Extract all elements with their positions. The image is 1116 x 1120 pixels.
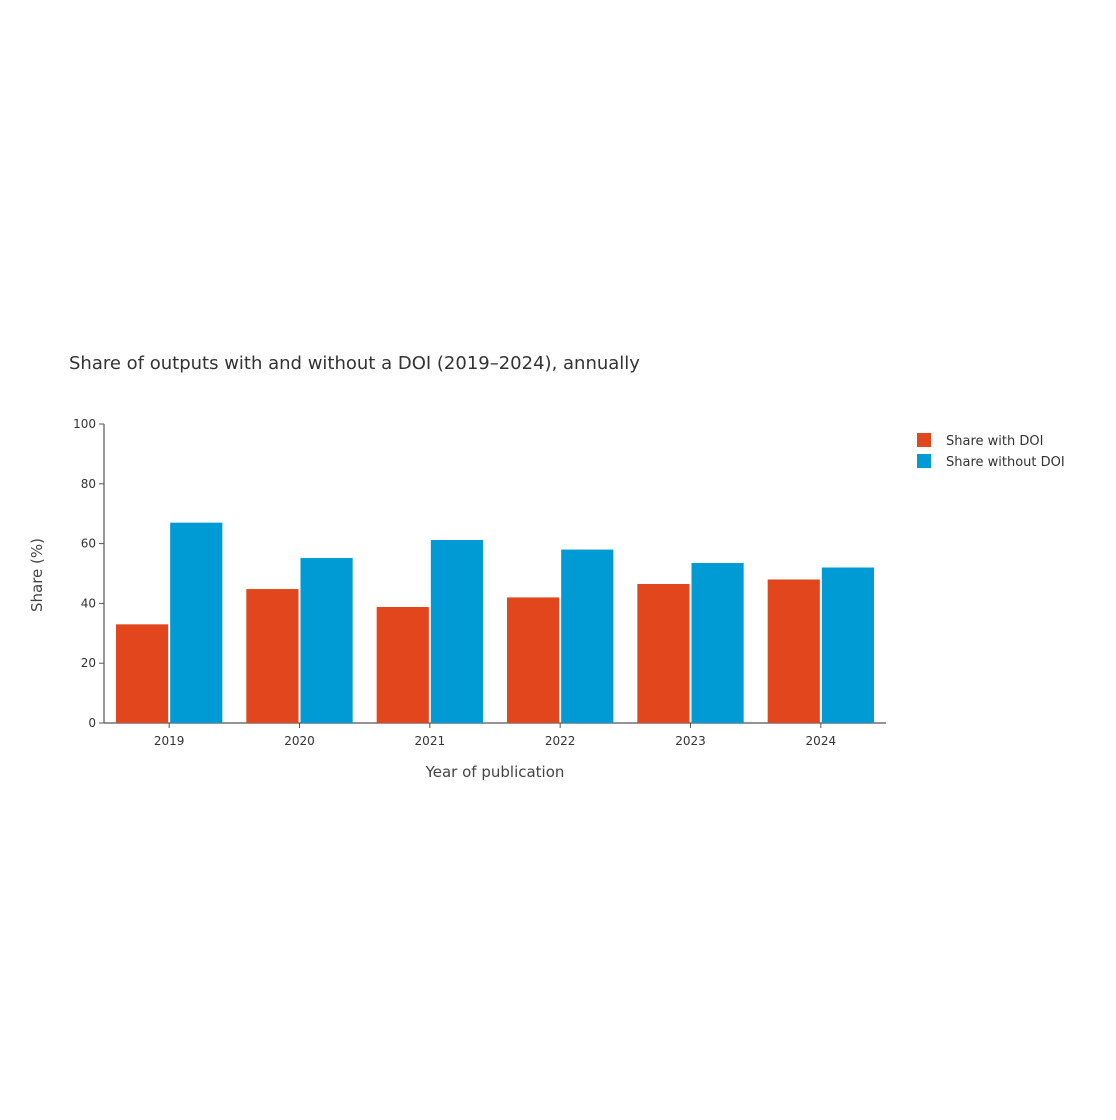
bar-without-doi-2022 — [561, 550, 613, 723]
x-axis-title: Year of publication — [425, 763, 565, 781]
legend-swatch — [917, 433, 931, 447]
legend-label: Share without DOI — [946, 455, 1065, 470]
y-tick-label: 80 — [81, 477, 96, 491]
legend: Share with DOI Share without DOI — [917, 433, 1065, 470]
bar-without-doi-2021 — [431, 540, 483, 723]
x-tick-label: 2019 — [154, 734, 185, 748]
plot-area: 0 20 40 60 80 100 2019 2020 2021 2022 2023 2024 — [73, 417, 886, 748]
bar-with-doi-2019 — [116, 624, 168, 723]
bar-with-doi-2022 — [507, 597, 559, 723]
bar-with-doi-2020 — [246, 589, 298, 723]
bar-with-doi-2023 — [637, 584, 689, 723]
bar-without-doi-2019 — [170, 523, 222, 723]
x-tick-label: 2024 — [806, 734, 837, 748]
bar-with-doi-2021 — [377, 607, 429, 723]
y-tick-label: 20 — [81, 656, 96, 670]
bar-without-doi-2020 — [301, 558, 353, 723]
bar-with-doi-2024 — [768, 579, 820, 723]
y-tick-label: 60 — [81, 537, 96, 551]
bar-without-doi-2023 — [692, 563, 744, 723]
legend-swatch — [917, 454, 931, 468]
x-tick-label: 2020 — [284, 734, 315, 748]
x-tick-label: 2023 — [675, 734, 706, 748]
bar-without-doi-2024 — [822, 568, 874, 723]
x-tick-label: 2022 — [545, 734, 576, 748]
y-tick-label: 0 — [88, 716, 96, 730]
y-tick-label: 100 — [73, 417, 96, 431]
x-tick-label: 2021 — [415, 734, 446, 748]
chart-title: Share of outputs with and without a DOI … — [69, 353, 640, 374]
y-axis-title: Share (%) — [28, 538, 46, 612]
legend-label: Share with DOI — [946, 434, 1043, 449]
y-tick-label: 40 — [81, 596, 96, 610]
